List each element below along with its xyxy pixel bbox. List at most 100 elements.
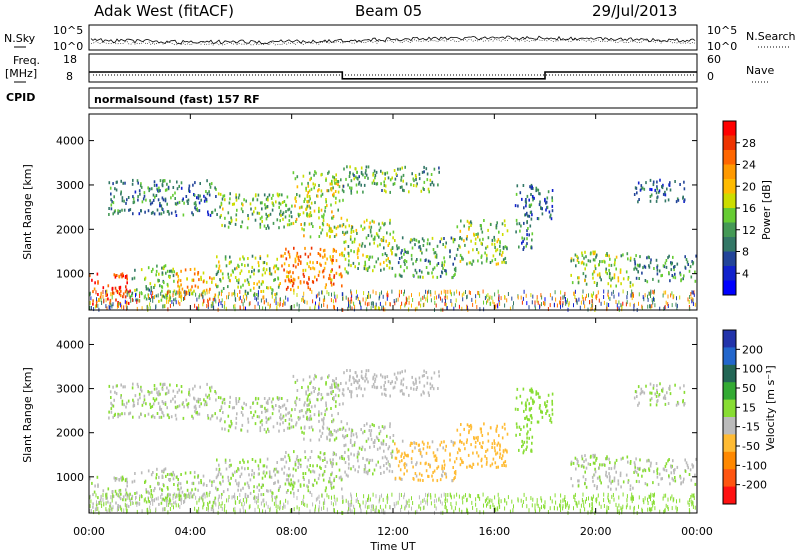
velocity-cell bbox=[265, 409, 268, 412]
power-fringe-cell bbox=[393, 299, 395, 303]
velocity-cell bbox=[350, 467, 352, 471]
power-fringe-cell bbox=[326, 290, 328, 295]
power-fringe-cell bbox=[492, 299, 494, 304]
velocity-cell bbox=[251, 473, 253, 477]
velocity-cell bbox=[299, 465, 302, 469]
power-cell bbox=[308, 199, 310, 203]
velocity-cell bbox=[491, 462, 494, 466]
power-cell bbox=[295, 199, 297, 203]
power-cell bbox=[249, 202, 252, 206]
power-cell bbox=[342, 184, 345, 188]
velocity-fringe-cell bbox=[372, 492, 374, 497]
velocity-cell bbox=[528, 436, 530, 440]
power-cell bbox=[516, 184, 519, 188]
power-cell bbox=[433, 266, 436, 270]
velocity-cell bbox=[144, 479, 147, 483]
beam-title: Beam 05 bbox=[355, 2, 422, 20]
power-cell bbox=[409, 240, 412, 244]
power-cell bbox=[251, 270, 253, 274]
power-fringe-cell bbox=[263, 300, 265, 305]
power-cell bbox=[441, 271, 444, 275]
power-fringe-cell bbox=[162, 304, 164, 309]
power-cell bbox=[268, 193, 271, 197]
power-cell bbox=[215, 264, 218, 268]
velocity-cell bbox=[459, 440, 461, 444]
power-fringe-cell bbox=[567, 298, 568, 303]
velocity-cell bbox=[297, 479, 300, 483]
power-cell bbox=[241, 263, 243, 267]
power-fringe-cell bbox=[387, 293, 389, 298]
velocity-fringe-cell bbox=[208, 492, 210, 497]
power-fringe-cell bbox=[400, 289, 402, 294]
velocity-cell bbox=[381, 456, 384, 460]
velocity-fringe-cell bbox=[609, 499, 611, 504]
velocity-cell bbox=[299, 416, 301, 420]
velocity-fringe-cell bbox=[497, 492, 499, 497]
velocity-cell bbox=[163, 382, 166, 386]
velocity-fringe-cell bbox=[353, 504, 355, 509]
velocity-cell bbox=[331, 461, 334, 465]
velocity-cell bbox=[501, 436, 504, 440]
velocity-fringe-cell bbox=[312, 502, 314, 507]
velocity-cell bbox=[679, 474, 681, 478]
power-cell bbox=[265, 197, 268, 201]
power-fringe-cell bbox=[218, 302, 220, 307]
power-cell bbox=[322, 223, 325, 227]
power-cell bbox=[224, 257, 227, 261]
velocity-fringe-cell bbox=[95, 493, 97, 498]
velocity-fringe-cell bbox=[573, 494, 575, 499]
velocity-cell bbox=[372, 382, 375, 386]
power-cell bbox=[531, 232, 534, 236]
power-cell bbox=[263, 267, 265, 271]
power-fringe-cell bbox=[475, 294, 477, 299]
cpid-label: CPID bbox=[6, 91, 35, 104]
power-cell bbox=[97, 293, 99, 296]
velocity-fringe-cell bbox=[377, 509, 379, 514]
power-fringe-cell bbox=[201, 291, 203, 296]
velocity-cell bbox=[163, 498, 166, 502]
power-fringe-cell bbox=[206, 304, 208, 308]
power-cell bbox=[152, 267, 154, 271]
velocity-cell bbox=[410, 441, 412, 445]
velocity-fringe-cell bbox=[595, 497, 597, 502]
velocity-cell bbox=[661, 477, 663, 481]
velocity-cell bbox=[522, 443, 524, 447]
power-cell bbox=[281, 193, 283, 197]
power-fringe-cell bbox=[271, 294, 273, 299]
velocity-cell bbox=[327, 375, 329, 379]
power-cell bbox=[248, 270, 250, 274]
power-cell bbox=[106, 293, 108, 297]
velocity-cell bbox=[230, 422, 233, 426]
velocity-cell bbox=[304, 401, 306, 405]
velocity-fringe-cell bbox=[138, 501, 140, 506]
velocity-cell bbox=[293, 491, 295, 495]
velocity-cell bbox=[403, 472, 405, 476]
power-cell bbox=[353, 174, 355, 177]
power-cell bbox=[152, 193, 155, 197]
velocity-cell bbox=[126, 480, 128, 484]
velocity-cell bbox=[549, 417, 552, 421]
power-fringe-cell bbox=[234, 292, 236, 297]
velocity-cell bbox=[374, 439, 376, 443]
power-cell bbox=[366, 255, 369, 258]
power-cell bbox=[592, 276, 594, 280]
velocity-cell bbox=[416, 461, 418, 465]
velocity-cell bbox=[626, 455, 629, 459]
power-fringe-cell bbox=[265, 298, 267, 303]
velocity-cell bbox=[352, 433, 355, 437]
velocity-cell bbox=[353, 443, 356, 447]
velocity-cell bbox=[308, 480, 310, 484]
velocity-cell bbox=[160, 501, 163, 505]
velocity-cell bbox=[268, 429, 270, 433]
power-cell bbox=[613, 276, 616, 280]
power-cell bbox=[330, 187, 333, 190]
velocity-cell bbox=[283, 465, 286, 469]
power-cell bbox=[309, 267, 312, 271]
power-fringe-cell bbox=[621, 304, 623, 309]
velocity-cell bbox=[237, 400, 240, 403]
power-cell bbox=[110, 198, 112, 202]
power-fringe-cell bbox=[511, 296, 513, 301]
power-fringe-cell bbox=[534, 306, 536, 311]
velocity-fringe-cell bbox=[102, 497, 104, 502]
power-cell bbox=[625, 270, 628, 274]
